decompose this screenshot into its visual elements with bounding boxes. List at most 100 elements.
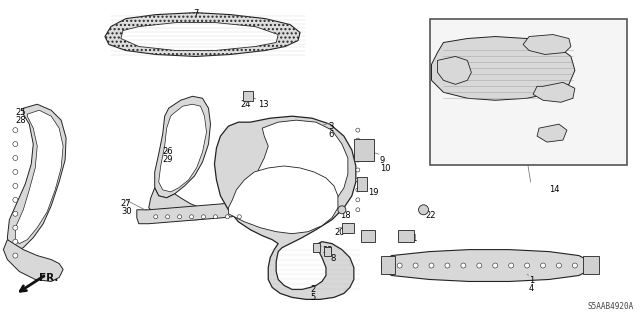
Text: 17: 17 [566,140,577,149]
Bar [342,223,354,233]
Circle shape [13,169,18,174]
Bar [354,139,374,161]
Text: 19: 19 [368,188,378,197]
Bar [312,243,319,252]
Circle shape [356,138,360,142]
Text: 20: 20 [334,228,344,237]
Polygon shape [256,120,348,222]
Circle shape [461,263,466,268]
Circle shape [13,142,18,146]
Bar [583,256,599,273]
Polygon shape [429,19,627,165]
Circle shape [13,197,18,202]
Polygon shape [214,116,356,300]
Circle shape [356,198,360,202]
Circle shape [429,263,434,268]
Circle shape [13,211,18,216]
Circle shape [356,168,360,172]
Polygon shape [228,166,338,234]
Polygon shape [533,82,575,102]
Text: 1: 1 [529,277,534,286]
Circle shape [356,128,360,132]
Circle shape [356,208,360,212]
Bar [381,256,395,273]
Circle shape [509,263,514,268]
Circle shape [477,263,482,268]
Text: 28: 28 [15,116,26,125]
Bar [361,230,375,241]
Text: 27: 27 [121,199,131,208]
Circle shape [13,128,18,133]
Circle shape [189,215,193,219]
Circle shape [13,183,18,189]
Circle shape [413,263,418,268]
Text: 26: 26 [163,147,173,156]
Circle shape [214,215,218,219]
Circle shape [178,215,182,219]
Text: 15: 15 [609,88,620,97]
Polygon shape [15,110,63,244]
Circle shape [13,225,18,230]
Circle shape [202,215,205,219]
Circle shape [13,156,18,160]
Text: FR.: FR. [39,273,59,284]
Polygon shape [121,23,278,50]
Text: 7: 7 [193,9,199,18]
Circle shape [13,253,18,258]
Circle shape [166,215,170,219]
Polygon shape [155,96,211,198]
Text: S5AAB4920A: S5AAB4920A [588,302,634,311]
Text: 8: 8 [330,254,335,263]
Text: 18: 18 [340,211,351,220]
Circle shape [556,263,561,268]
Text: 5: 5 [310,293,316,302]
Text: 9: 9 [380,156,385,165]
Text: 6: 6 [328,130,333,139]
Circle shape [356,158,360,162]
Circle shape [356,188,360,192]
Text: 3: 3 [328,122,333,131]
Circle shape [541,263,545,268]
Text: 24: 24 [241,100,251,109]
Polygon shape [159,104,207,192]
Bar [357,177,367,191]
Text: 14: 14 [549,185,559,194]
Text: 23: 23 [322,246,333,255]
Polygon shape [381,249,591,281]
Text: 22: 22 [426,211,436,220]
Polygon shape [3,240,63,281]
Circle shape [397,263,402,268]
Polygon shape [431,37,575,100]
Text: 21: 21 [408,234,418,243]
Polygon shape [148,188,223,220]
Text: 29: 29 [163,155,173,164]
Text: 2: 2 [310,286,316,294]
Bar [397,230,413,241]
Circle shape [356,178,360,182]
Bar [243,91,253,101]
Text: 15: 15 [525,42,536,51]
Text: 30: 30 [121,207,131,216]
Polygon shape [8,104,66,252]
Polygon shape [105,13,300,56]
Polygon shape [137,202,250,224]
Text: 16: 16 [476,88,486,97]
Circle shape [525,263,529,268]
Circle shape [225,215,229,219]
Polygon shape [537,124,567,142]
Text: 10: 10 [380,164,390,173]
Circle shape [445,263,450,268]
Circle shape [338,206,346,214]
Polygon shape [438,56,471,84]
Circle shape [154,215,157,219]
Circle shape [13,239,18,244]
Circle shape [572,263,577,268]
Circle shape [237,215,241,219]
Text: 25: 25 [15,108,26,117]
Text: 11: 11 [360,234,371,243]
Circle shape [419,205,429,215]
Text: 13: 13 [259,100,269,109]
Circle shape [493,263,498,268]
Text: 4: 4 [529,285,534,293]
Bar [324,247,332,256]
